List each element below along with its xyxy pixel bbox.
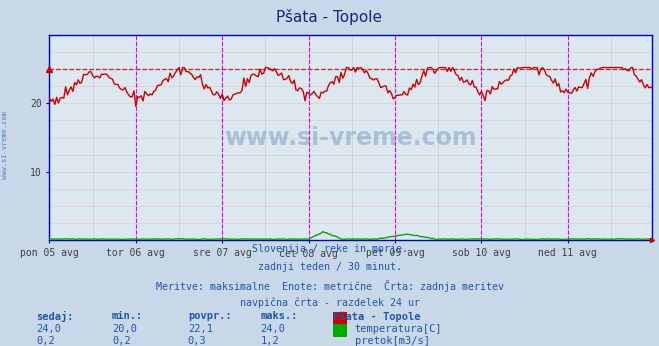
Text: pretok[m3/s]: pretok[m3/s] <box>355 336 430 346</box>
Text: www.si-vreme.com: www.si-vreme.com <box>2 111 9 179</box>
Text: www.si-vreme.com: www.si-vreme.com <box>225 126 477 149</box>
Text: 0,2: 0,2 <box>112 336 130 346</box>
Text: Pšata - Topole: Pšata - Topole <box>277 9 382 25</box>
Text: povpr.:: povpr.: <box>188 311 231 321</box>
Text: 22,1: 22,1 <box>188 324 213 334</box>
Text: Pšata - Topole: Pšata - Topole <box>333 311 420 322</box>
Text: 24,0: 24,0 <box>36 324 61 334</box>
Text: Slovenija / reke in morje.: Slovenija / reke in morje. <box>252 244 407 254</box>
Text: zadnji teden / 30 minut.: zadnji teden / 30 minut. <box>258 262 401 272</box>
Text: 0,3: 0,3 <box>188 336 206 346</box>
Text: 24,0: 24,0 <box>260 324 285 334</box>
Text: 0,2: 0,2 <box>36 336 55 346</box>
Text: navpična črta - razdelek 24 ur: navpična črta - razdelek 24 ur <box>239 298 420 308</box>
Text: maks.:: maks.: <box>260 311 298 321</box>
Text: 1,2: 1,2 <box>260 336 279 346</box>
Text: 20,0: 20,0 <box>112 324 137 334</box>
Text: Meritve: maksimalne  Enote: metrične  Črta: zadnja meritev: Meritve: maksimalne Enote: metrične Črta… <box>156 280 503 292</box>
Text: min.:: min.: <box>112 311 143 321</box>
Text: sedaj:: sedaj: <box>36 311 74 322</box>
Text: temperatura[C]: temperatura[C] <box>355 324 442 334</box>
